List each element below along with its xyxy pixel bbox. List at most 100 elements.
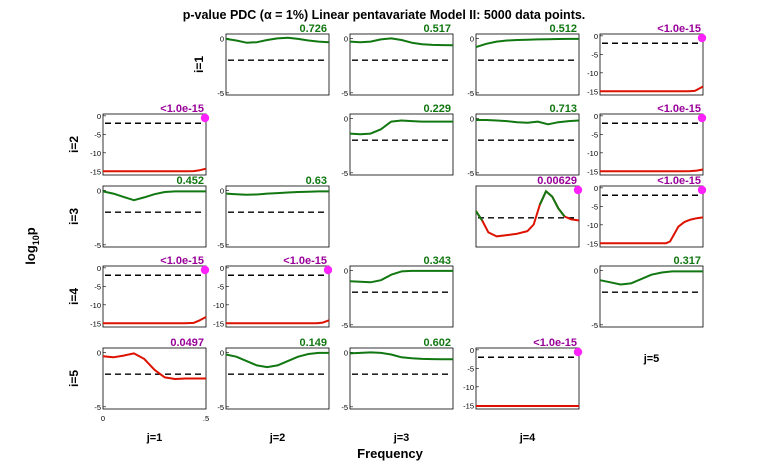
panel-i4-j5: 0 -5 0.317 (591, 255, 704, 330)
significance-marker (697, 185, 707, 195)
panel-frame (349, 113, 454, 176)
panel-frame (349, 33, 454, 96)
y-tick-label: -15 (587, 239, 598, 248)
significance-marker (697, 113, 707, 123)
y-tick-label: -15 (213, 319, 224, 328)
y-tick-label: 0 (220, 264, 224, 273)
y-tick-label: -5 (217, 282, 224, 291)
pvalue-curve (225, 351, 329, 369)
y-tick-label: -15 (90, 319, 101, 328)
pvalue-curve (600, 216, 704, 245)
chart-title: p-value PDC (α = 1%) Linear pentavariate… (183, 8, 586, 22)
y-tick-label: 0 (594, 266, 598, 275)
y-tick-label: 0 (594, 184, 598, 193)
panel-i2-j1: 0 -5 -10 -15 <1.0e-15 (90, 103, 210, 176)
panel-i1-j2: 0 -5 0.726 (217, 23, 330, 98)
panel-i5-j1: 0 -5 0.0497 (94, 337, 207, 412)
y-tick-label: 0 (470, 114, 474, 123)
y-tick-label: -10 (213, 301, 224, 310)
panel-frame (225, 347, 330, 410)
y-tick-label: -10 (90, 149, 101, 158)
pvalue-label: <1.0e-15 (160, 103, 204, 115)
significance-marker (573, 347, 583, 357)
pvalue-curve-nonsig (475, 210, 484, 222)
panel-i5-j4: 0 -5 -10 -15 <1.0e-15 (463, 337, 583, 410)
panel-i5-j2: 0 -5 0.149 (217, 337, 330, 412)
y-tick-label: -15 (587, 167, 598, 176)
row-labels: i=1 i=2 i=3 i=4 i=5 (67, 56, 206, 387)
pvalue-label: 0.0497 (170, 337, 204, 349)
y-tick-label: 0 (344, 114, 348, 123)
panel-i2-j3: 0 -5 0.229 (341, 103, 454, 178)
panel-frame (475, 113, 580, 176)
row-label: i=2 (67, 136, 81, 153)
significance-marker (697, 33, 707, 43)
panel-i1-j4: 0 -5 0.512 (467, 23, 580, 98)
y-tick-label: -5 (341, 321, 348, 330)
panel-i2-j5: 0 -5 -10 -15 <1.0e-15 (587, 103, 707, 176)
pvalue-curve (349, 119, 453, 136)
y-tick-label: -5 (94, 403, 101, 412)
pvalue-label: 0.63 (306, 175, 327, 187)
x-tick-label: .5 (203, 414, 209, 423)
pvalue-label: 0.726 (299, 23, 327, 35)
y-tick-label: -10 (587, 149, 598, 158)
y-tick-label: -5 (217, 241, 224, 250)
y-tick-label: -5 (467, 89, 474, 98)
panel-i4-j1: 0 -5 -10 -15 <1.0e-15 (90, 255, 210, 328)
panel-frame (349, 347, 454, 410)
pvalue-curve (600, 168, 704, 173)
pvalue-curve (102, 190, 206, 202)
panel-i5-j3: 0 -5 0.602 (341, 337, 454, 412)
panel-frame (599, 113, 704, 176)
pvalue-label: 0.713 (549, 103, 577, 115)
pvalue-curve (475, 37, 579, 49)
y-tick-label: -5 (217, 89, 224, 98)
pvalue-label: <1.0e-15 (283, 255, 327, 267)
row-label: i=4 (67, 288, 81, 305)
panel-i1-j5: 0 -5 -10 -15 <1.0e-15 (587, 23, 707, 96)
y-tick-label: 0 (344, 348, 348, 357)
panel-i3-j5: 0 -5 -10 -15 <1.0e-15 (587, 175, 707, 248)
pvalue-label: <1.0e-15 (533, 337, 577, 349)
panel-frame (349, 265, 454, 328)
pvalue-curve (226, 319, 330, 325)
pvalue-curve (103, 167, 207, 173)
panel-frame (475, 33, 580, 96)
pvalue-curve-nonsig (538, 189, 566, 218)
pvalue-curve (349, 37, 454, 47)
pvalue-label: 0.452 (176, 175, 204, 187)
x-ticks: 0.5 (101, 414, 209, 423)
y-tick-label: -15 (587, 87, 598, 96)
pvalue-label: 0.229 (423, 103, 451, 115)
significance-marker (573, 185, 583, 195)
y-tick-label: -5 (94, 130, 101, 139)
panel-frame (225, 33, 330, 96)
panel-i1-j3: 0 -5 0.517 (341, 23, 454, 98)
pvalue-label: 0.00629 (537, 175, 577, 187)
col-label: j=3 (393, 432, 410, 444)
pvalue-curve (225, 190, 329, 196)
significance-marker (323, 265, 333, 275)
y-tick-label: -15 (90, 167, 101, 176)
y-tick-label: -5 (217, 403, 224, 412)
pvalue-curve (600, 85, 704, 93)
y-tick-label: 0 (97, 112, 101, 121)
y-tick-label: -5 (467, 364, 474, 373)
y-tick-label: 0 (470, 34, 474, 43)
panel-frame (599, 185, 704, 248)
pvalue-curve (225, 36, 330, 44)
y-tick-label: -5 (467, 169, 474, 178)
significance-marker (200, 265, 210, 275)
y-tick-label: 0 (97, 186, 101, 195)
y-tick-label: 0 (594, 112, 598, 121)
pvalue-curve (349, 269, 453, 284)
panel-frame (102, 265, 207, 328)
y-tick-label: -10 (587, 69, 598, 78)
pvalue-curve (103, 316, 207, 325)
pvalue-label: 0.343 (423, 255, 451, 267)
panel-i3-j2: 0 -5 0.63 (217, 175, 330, 250)
row-label: i=5 (67, 370, 81, 387)
panel-frame (102, 185, 207, 248)
